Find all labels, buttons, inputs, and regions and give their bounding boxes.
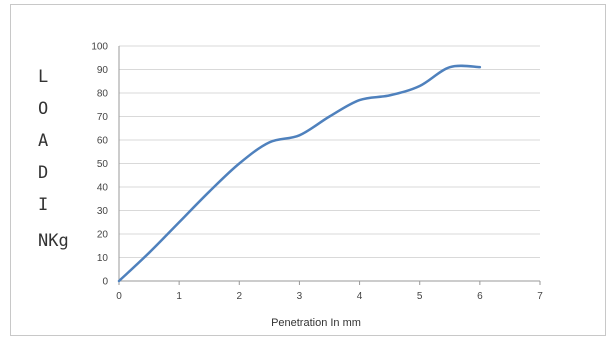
x-axis-label: Penetration In mm	[271, 317, 361, 329]
x-tick-label: 3	[297, 291, 303, 302]
x-tick-label: 2	[237, 291, 243, 302]
y-tick-label: 20	[97, 230, 109, 241]
series-line-0	[117, 64, 482, 283]
y-tick-label: 100	[91, 42, 108, 53]
y-tick-labels: 0 10 20 30 40 50 60 70 80 90 100	[91, 42, 108, 288]
y-label-nkg: NKg	[38, 231, 69, 251]
x-tick-label: 0	[116, 291, 122, 302]
y-tick-label: 0	[102, 277, 108, 288]
x-tick-label: 4	[357, 291, 363, 302]
y-label-l: L	[38, 67, 48, 87]
x-tick-label: 7	[537, 291, 543, 302]
y-label-o: O	[38, 99, 48, 119]
y-tick-label: 40	[97, 183, 109, 194]
x-tick-labels: 0 1 2 3 4 5 6 7	[116, 291, 543, 302]
y-label-i: I	[38, 195, 48, 215]
y-tick-label: 90	[97, 65, 109, 76]
y-label-d: D	[38, 163, 48, 183]
y-tick-label: 50	[97, 159, 109, 170]
y-tick-label: 30	[97, 206, 109, 217]
y-tick-label: 80	[97, 89, 109, 100]
grid-lines	[118, 45, 541, 285]
y-tick-label: 60	[97, 136, 109, 147]
series-group	[117, 64, 482, 283]
y-label-a: A	[38, 131, 48, 151]
y-tick-label: 10	[97, 253, 109, 264]
y-tick-label: 70	[97, 112, 109, 123]
x-tick-label: 5	[417, 291, 423, 302]
x-tick-label: 6	[477, 291, 483, 302]
x-tick-label: 1	[176, 291, 182, 302]
y-axis-label: L O A D I NKg	[38, 67, 69, 251]
